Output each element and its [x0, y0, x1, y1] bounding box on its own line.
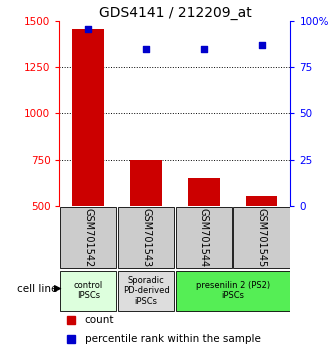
- Bar: [233, 207, 290, 268]
- Bar: [72, 29, 104, 206]
- Point: [85, 26, 91, 32]
- Bar: [246, 195, 278, 206]
- Point: [259, 42, 264, 48]
- Bar: [60, 271, 116, 310]
- Bar: [188, 178, 220, 206]
- Text: cell line: cell line: [17, 284, 57, 293]
- Point: [143, 46, 148, 52]
- Text: GSM701542: GSM701542: [83, 208, 93, 267]
- Bar: [118, 271, 174, 310]
- Text: GSM701543: GSM701543: [141, 208, 151, 267]
- Text: control
IPSCs: control IPSCs: [74, 281, 103, 301]
- Text: GSM701545: GSM701545: [256, 208, 267, 267]
- Text: percentile rank within the sample: percentile rank within the sample: [85, 334, 261, 344]
- Text: Sporadic
PD-derived
iPSCs: Sporadic PD-derived iPSCs: [123, 276, 169, 306]
- Bar: [176, 271, 290, 310]
- Bar: [60, 207, 116, 268]
- Bar: [130, 160, 162, 206]
- Point: [201, 46, 207, 52]
- Bar: [118, 207, 174, 268]
- Text: count: count: [85, 315, 114, 325]
- Text: GSM701544: GSM701544: [199, 208, 209, 267]
- Text: presenilin 2 (PS2)
iPSCs: presenilin 2 (PS2) iPSCs: [196, 281, 270, 301]
- Title: GDS4141 / 212209_at: GDS4141 / 212209_at: [99, 6, 251, 20]
- Bar: [176, 207, 232, 268]
